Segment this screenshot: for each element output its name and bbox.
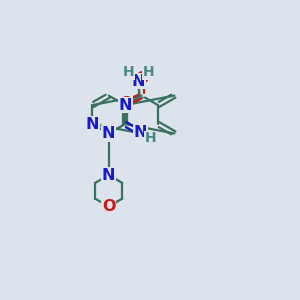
Text: N: N (134, 125, 147, 140)
Text: H: H (143, 65, 154, 79)
Text: N: N (85, 116, 99, 131)
Text: H: H (144, 131, 156, 146)
Text: O: O (102, 199, 116, 214)
Text: N: N (118, 98, 132, 112)
Text: N: N (102, 168, 116, 183)
Text: O: O (135, 71, 148, 86)
Text: H: H (122, 65, 134, 79)
Text: N: N (132, 74, 145, 88)
Text: O: O (119, 96, 132, 111)
Text: N: N (102, 126, 116, 141)
